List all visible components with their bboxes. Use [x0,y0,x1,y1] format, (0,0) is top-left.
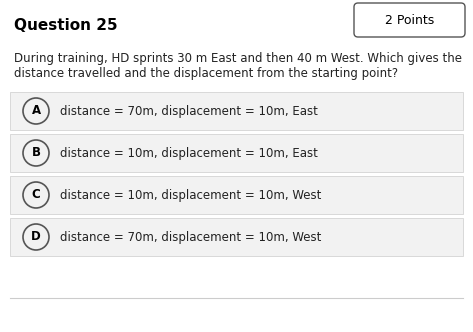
FancyBboxPatch shape [10,134,463,172]
Text: Question 25: Question 25 [14,18,118,33]
Text: C: C [32,189,40,202]
FancyBboxPatch shape [10,176,463,214]
Text: D: D [31,230,41,243]
Text: B: B [32,146,41,159]
Circle shape [23,140,49,166]
Text: 2 Points: 2 Points [385,14,434,27]
Text: A: A [31,105,41,118]
Text: distance = 10m, displacement = 10m, West: distance = 10m, displacement = 10m, West [60,189,321,202]
FancyBboxPatch shape [10,218,463,256]
Circle shape [23,224,49,250]
FancyBboxPatch shape [354,3,465,37]
FancyBboxPatch shape [10,92,463,130]
Text: distance = 10m, displacement = 10m, East: distance = 10m, displacement = 10m, East [60,146,318,159]
Text: distance = 70m, displacement = 10m, East: distance = 70m, displacement = 10m, East [60,105,318,118]
Circle shape [23,98,49,124]
Text: During training, HD sprints 30 m East and then 40 m West. Which gives the: During training, HD sprints 30 m East an… [14,52,462,65]
Text: distance travelled and the displacement from the starting point?: distance travelled and the displacement … [14,67,398,80]
Circle shape [23,182,49,208]
Text: distance = 70m, displacement = 10m, West: distance = 70m, displacement = 10m, West [60,230,321,243]
